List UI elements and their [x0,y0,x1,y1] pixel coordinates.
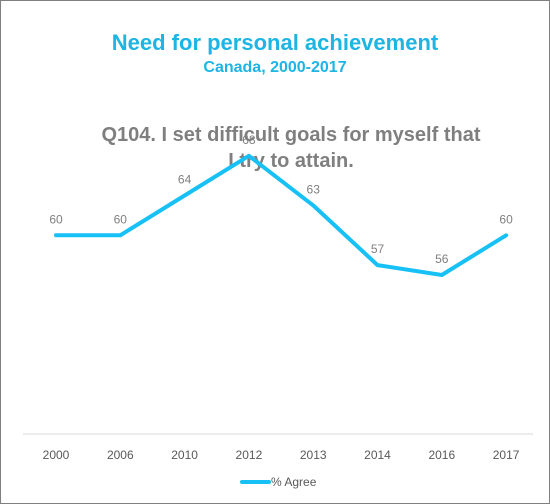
data-label-2016: 56 [435,252,449,266]
question-line-1: Q104. I set difficult goals for myself t… [101,124,481,146]
x-tick-2012: 2012 [236,448,263,462]
series-line-agree [54,153,509,277]
data-label-2010: 64 [178,173,192,187]
x-tick-2013: 2013 [300,448,327,462]
legend-label: % Agree [271,475,317,489]
question-text: Q104. I set difficult goals for myself t… [101,122,481,174]
legend: % Agree [240,475,317,489]
x-tick-2006: 2006 [107,448,134,462]
data-label-2006: 60 [114,212,128,226]
data-label-2013: 63 [307,182,321,196]
x-tick-2016: 2016 [428,448,455,462]
data-label-2017: 60 [499,212,513,226]
x-tick-2014: 2014 [364,448,391,462]
x-tick-2017: 2017 [493,448,520,462]
data-label-2000: 60 [49,212,63,226]
data-labels: 60 60 64 68 63 57 56 60 [49,133,513,266]
x-tick-2010: 2010 [171,448,198,462]
data-label-2012: 68 [242,133,256,147]
x-tick-2000: 2000 [43,448,70,462]
x-tick-labels: 2000 2006 2010 2012 2013 2014 2016 2017 [43,448,520,462]
chart-subtitle: Canada, 2000-2017 [203,59,347,76]
chart-title: Need for personal achievement [111,30,439,55]
data-label-2014: 57 [371,242,385,256]
